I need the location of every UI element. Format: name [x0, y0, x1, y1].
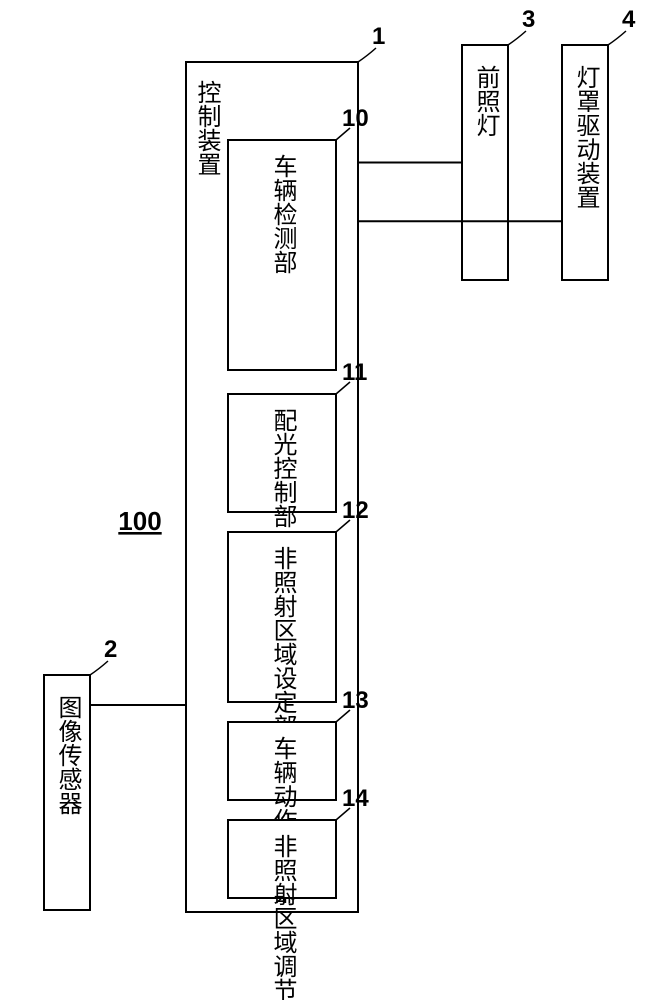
sub-block-2-label: 非照射区域设定部	[269, 546, 297, 738]
right-block-0-ref-tick	[508, 31, 526, 45]
right-block-1-ref-tick	[608, 31, 626, 45]
left-block-label: 图像传感器	[54, 695, 82, 815]
sub-block-1-label: 配光控制部	[269, 408, 297, 528]
right-block-0-label: 前照灯	[472, 65, 499, 137]
left-block-ref-tick	[90, 661, 108, 675]
sub-block-2-ref: 12	[342, 497, 369, 524]
sub-block-4-label: 非照射区域调节部	[269, 834, 297, 1000]
figure-label: 100	[118, 506, 161, 536]
sub-block-3-ref: 13	[342, 687, 369, 714]
sub-block-0-label: 车辆检测部	[269, 154, 297, 274]
sub-block-1-ref: 11	[342, 359, 367, 386]
center-block-ref-tick	[358, 48, 376, 62]
right-block-0-ref: 3	[522, 6, 535, 33]
sub-block-4-ref: 14	[342, 785, 369, 812]
sub-block-0-ref: 10	[342, 105, 369, 132]
left-block-ref: 2	[104, 636, 117, 663]
center-block-title: 控制装置	[193, 80, 221, 176]
right-block-1-ref: 4	[622, 6, 636, 33]
right-block-1-label: 灯罩驱动装置	[572, 65, 600, 209]
center-block-ref: 1	[372, 23, 385, 50]
